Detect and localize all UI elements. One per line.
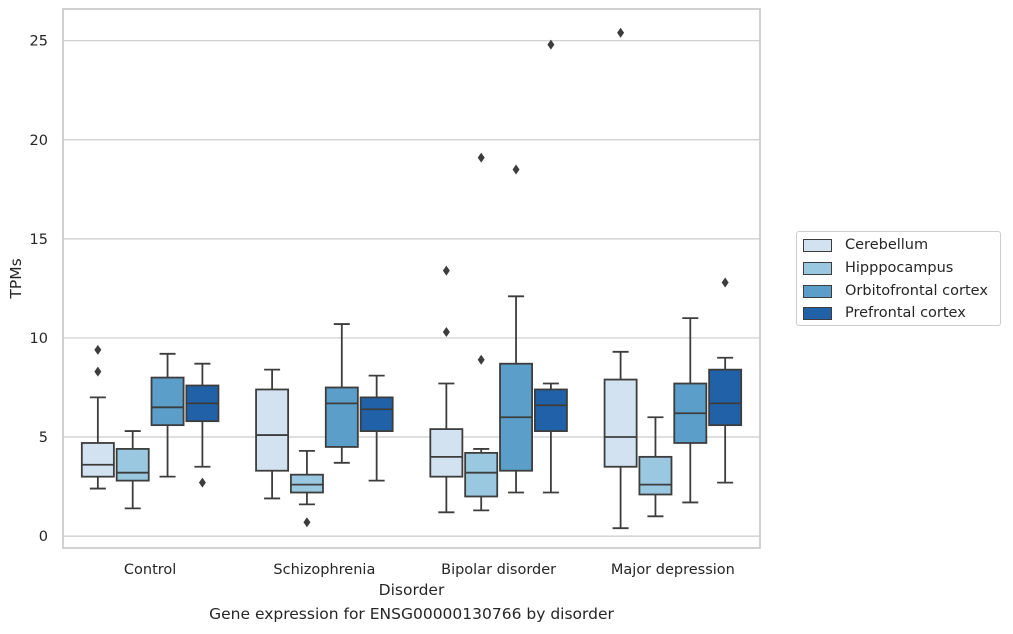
legend-item-orbitofrontal-cortex: Orbitofrontal cortex [803,280,988,302]
legend-label-hippocampus: Hipppocampus [845,260,954,276]
legend-label-prefrontal-cortex: Prefrontal cortex [845,305,966,321]
outlier-point [477,354,485,365]
legend-item-cerebellum: Cerebellum [803,234,928,256]
outlier-point [617,27,625,38]
box [638,455,673,496]
y-tick-label: 20 [30,133,48,149]
legend-label-cerebellum: Cerebellum [845,237,929,253]
legend-swatch-cerebellum [803,238,832,252]
outlier-point [477,152,485,163]
box [324,386,359,448]
box [603,378,638,468]
box [115,448,150,482]
box [464,451,499,498]
outlier-point [721,277,729,288]
y-tick-label: 10 [30,331,48,347]
legend-item-hippocampus: Hipppocampus [803,257,953,279]
box [80,442,115,478]
legend-item-prefrontal-cortex: Prefrontal cortex [803,302,966,324]
outlier-point [512,164,520,175]
y-tick-label: 0 [39,529,48,545]
box [708,368,743,427]
legend-swatch-prefrontal-cortex [803,306,832,320]
box [290,473,324,494]
y-axis-label: TPMs [7,258,25,299]
box [255,388,290,472]
outlier-point [198,477,206,488]
outlier-point [303,517,311,528]
outlier-point [442,265,450,276]
legend-label-orbitofrontal-cortex: Orbitofrontal cortex [845,283,988,299]
chart-caption: Gene expression for ENSG00000130766 by d… [209,605,614,623]
box [150,376,185,427]
legend-swatch-orbitofrontal-cortex [803,284,832,298]
box [359,396,394,432]
outlier-point [94,366,102,377]
outlier-point [442,327,450,338]
x-tick-label: Major depression [611,562,735,578]
x-tick-label: Bipolar disorder [441,562,556,578]
x-tick-label: Control [124,562,176,578]
outlier-point [94,344,102,355]
outlier-point [547,39,555,50]
box [429,428,464,478]
x-tick-label: Schizophrenia [273,562,375,578]
y-tick-label: 25 [30,34,48,50]
box [533,388,568,432]
legend: Cerebellum Hipppocampus Orbitofrontal co… [796,231,1001,326]
x-axis-label: Disorder [379,581,445,599]
y-tick-label: 15 [30,232,48,248]
plot-frame [62,8,761,549]
y-tick-label: 5 [39,430,48,446]
legend-swatch-hippocampus [803,261,832,275]
